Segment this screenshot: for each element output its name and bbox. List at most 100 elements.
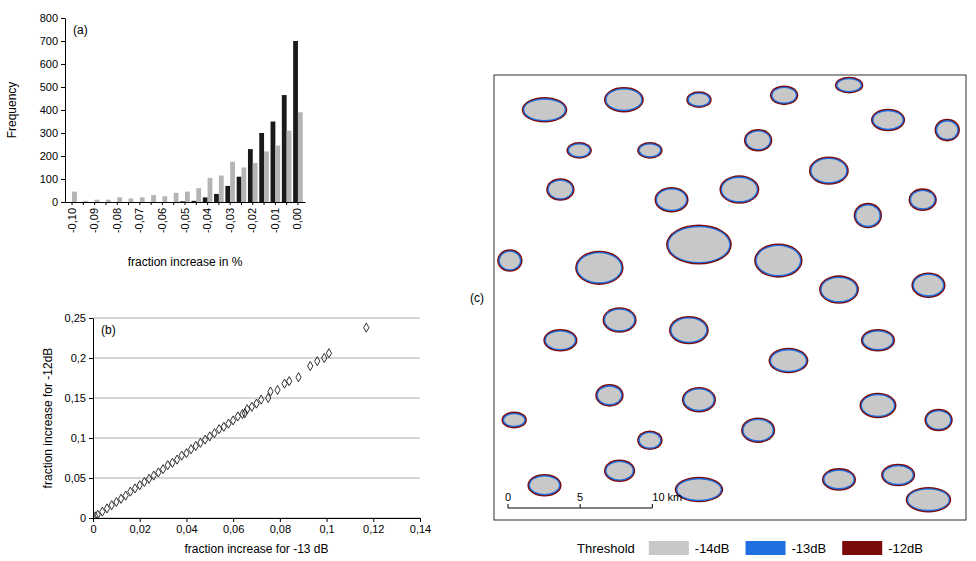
y-axis-tick-label: 100 — [40, 173, 58, 185]
lake-1 — [861, 394, 895, 417]
lake-2 — [754, 243, 803, 277]
lake-2 — [822, 468, 856, 491]
x-axis-tick: -0,06 — [156, 202, 168, 233]
lake-1 — [638, 432, 661, 449]
panel-label: (b) — [101, 323, 116, 337]
x-axis-tick-label: -0,10 — [66, 208, 78, 233]
map-frame — [494, 75, 966, 520]
x-axis-tick: 0,00 — [291, 202, 303, 229]
lake-0 — [546, 332, 575, 349]
point — [266, 393, 271, 402]
lake-1 — [882, 465, 913, 485]
x-axis-tick-mark — [140, 518, 141, 522]
y-axis-title: Frequency — [5, 82, 19, 139]
lake-2 — [770, 85, 798, 105]
y-axis-tick: 400 — [40, 104, 65, 116]
x-axis-tick-mark — [128, 202, 129, 205]
y-axis-tick-mark — [89, 438, 93, 439]
lake-0 — [908, 490, 948, 510]
x-axis-tick-mark — [72, 202, 73, 205]
point — [128, 487, 133, 496]
lake-1 — [910, 190, 936, 210]
point — [322, 353, 327, 362]
x-axis-tick-mark — [139, 202, 140, 205]
lake-2 — [741, 417, 775, 442]
y-axis-tick-label: 0 — [80, 512, 86, 524]
legend: Threshold-14dB-13dB-12dB — [577, 541, 923, 556]
point — [364, 323, 369, 332]
x-axis-tick-label: 0,08 — [270, 523, 291, 535]
point — [216, 425, 221, 434]
lake-0 — [598, 387, 621, 404]
figure: 0100200300400500600700800-0,10-0,09-0,08… — [0, 0, 976, 561]
lake-2 — [497, 249, 522, 272]
grid-line — [93, 518, 420, 519]
bar — [79, 202, 84, 203]
x-axis-tick: -0,09 — [88, 202, 100, 233]
point — [184, 449, 189, 458]
lake-2 — [859, 393, 896, 418]
lake-2 — [637, 430, 662, 450]
x-axis-tick — [128, 202, 129, 205]
y-axis-tick: 700 — [40, 35, 65, 47]
lake-0 — [657, 190, 686, 210]
x-axis-title: fraction increase in % — [128, 255, 243, 269]
lake-1 — [742, 419, 773, 442]
x-axis-tick-mark — [420, 518, 421, 522]
x-axis-tick-label: -0,01 — [269, 208, 281, 233]
x-axis-tick-label: -0,04 — [201, 208, 213, 233]
lake-2 — [527, 474, 561, 497]
y-axis-tick: 600 — [40, 58, 65, 70]
bar — [293, 41, 298, 202]
y-axis-tick: 0,25 — [65, 312, 93, 324]
point — [259, 395, 264, 404]
lake-1 — [548, 180, 574, 200]
y-axis-tick: 0,05 — [65, 472, 93, 484]
bar — [275, 146, 280, 202]
x-axis-tick-label: 0,1 — [319, 523, 334, 535]
lake-2 — [769, 348, 809, 373]
lake-1 — [503, 413, 526, 427]
lake-2 — [575, 251, 624, 285]
point — [308, 361, 313, 370]
x-axis-title: fraction increase for -13 dB — [184, 542, 328, 556]
lake-1 — [926, 410, 952, 430]
y-axis-tick-mark — [61, 41, 65, 42]
bar — [151, 195, 156, 202]
y-axis-title: fraction increase for -12dB — [41, 348, 55, 489]
lake-2 — [604, 87, 644, 112]
plot-area — [93, 323, 369, 518]
bar — [185, 192, 190, 202]
point — [170, 458, 175, 467]
lake-1 — [676, 478, 722, 501]
x-axis-tick: 0,12 — [363, 518, 384, 535]
point — [282, 379, 287, 388]
lake-1 — [770, 349, 807, 372]
grid-line — [93, 318, 420, 319]
x-axis-tick-mark — [105, 202, 106, 205]
lake-0 — [862, 395, 894, 415]
bar — [225, 186, 230, 202]
lake-1 — [936, 120, 959, 140]
y-axis-tick-label: 0,2 — [71, 352, 86, 364]
x-axis-tick-mark — [196, 202, 197, 205]
x-axis-tick-mark — [173, 202, 174, 205]
y-axis-tick-label: 500 — [40, 81, 58, 93]
point — [296, 373, 301, 382]
y-axis-tick-mark — [61, 202, 65, 203]
panel-label: (a) — [73, 23, 88, 37]
x-axis-tick: -0,07 — [133, 202, 145, 233]
panel-bar: 0100200300400500600700800-0,10-0,09-0,08… — [5, 12, 306, 269]
x-axis-tick — [83, 202, 84, 205]
y-axis-tick-mark — [89, 398, 93, 399]
lake-0 — [914, 275, 943, 295]
legend-label: -14dB — [695, 541, 730, 556]
lake-2 — [522, 97, 568, 122]
lake-0 — [927, 411, 950, 428]
y-axis-tick: 300 — [40, 127, 65, 139]
lake-0 — [937, 121, 957, 138]
x-axis-tick-mark — [162, 202, 163, 205]
bar — [169, 202, 174, 203]
lake-0 — [672, 319, 707, 342]
lake-1 — [872, 110, 903, 130]
